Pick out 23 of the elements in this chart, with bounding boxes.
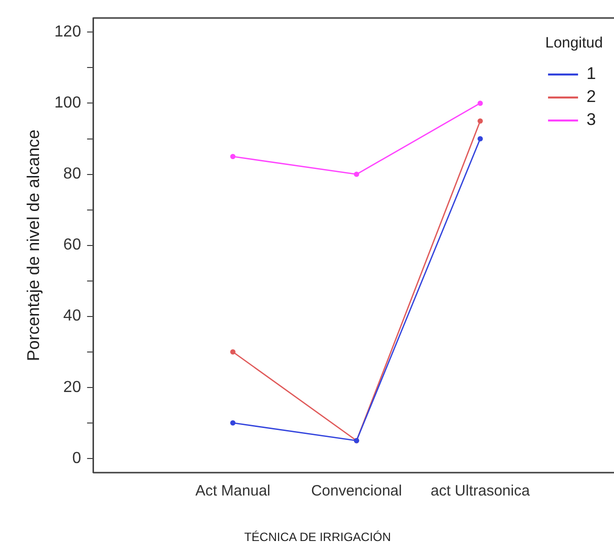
y-tick-label: 80 xyxy=(63,166,82,183)
y-tick-label: 20 xyxy=(63,378,82,396)
legend-title: Longitud xyxy=(545,34,603,52)
y-tick-label: 0 xyxy=(72,450,82,467)
y-tick-label: 120 xyxy=(54,24,82,41)
legend-label: 3 xyxy=(586,110,596,130)
point xyxy=(478,100,483,106)
x-tick-label: act Ultrasonica xyxy=(430,482,530,500)
x-tick-label: Convencional xyxy=(311,482,402,500)
point xyxy=(478,136,483,142)
y-tick-label: 60 xyxy=(63,236,82,254)
point xyxy=(230,420,236,426)
x-tick-label: Act Manual xyxy=(195,482,270,500)
legend-label: 2 xyxy=(586,87,596,106)
point xyxy=(354,172,360,177)
point xyxy=(478,118,483,124)
y-tick-label: 40 xyxy=(63,308,82,325)
point xyxy=(230,349,236,354)
y-axis-title: Porcentaje de nivel de alcance xyxy=(24,130,43,362)
point xyxy=(230,154,236,160)
y-tick-label: 100 xyxy=(54,94,82,112)
legend-label: 1 xyxy=(586,64,596,84)
x-axis-title: TÉCNICA DE IRRIGACIÓN xyxy=(244,530,391,544)
